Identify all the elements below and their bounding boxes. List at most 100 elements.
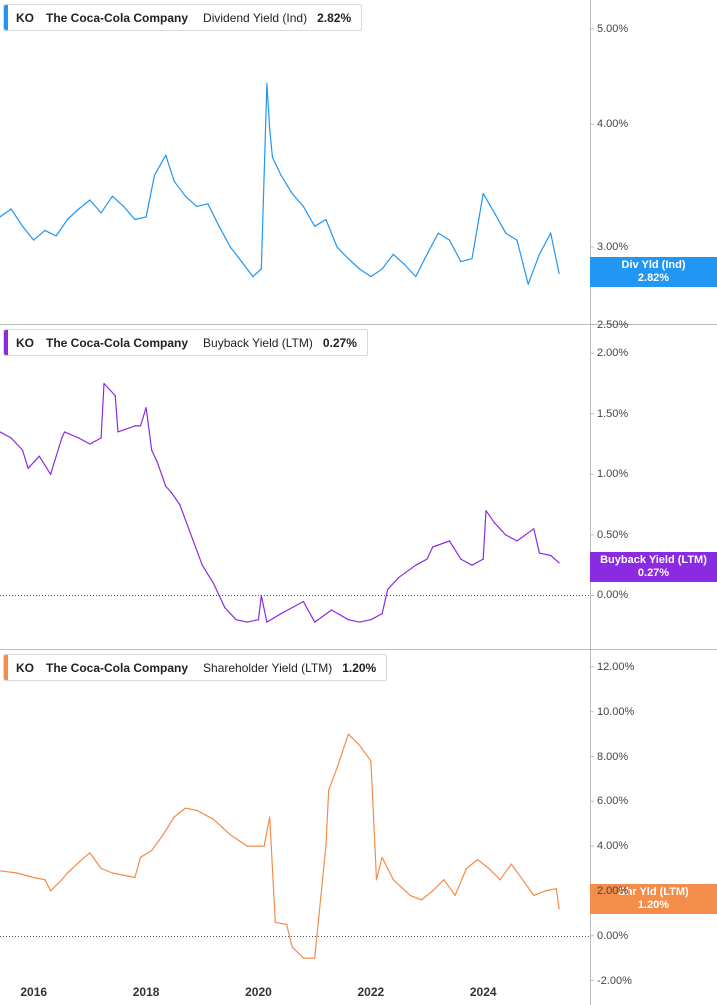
- data-point: [212, 582, 215, 584]
- data-point: [409, 894, 411, 897]
- data-point: [89, 852, 91, 854]
- data-point: [156, 461, 158, 463]
- legend-color-swatch: [4, 5, 8, 30]
- data-point: [527, 283, 529, 285]
- data-point: [100, 437, 102, 439]
- data-point: [558, 272, 560, 275]
- data-point: [263, 845, 265, 847]
- data-point: [229, 834, 231, 836]
- data-point: [381, 268, 383, 270]
- data-point: [117, 431, 119, 433]
- data-point: [302, 957, 305, 959]
- data-point: [0, 431, 1, 433]
- data-point: [493, 212, 496, 214]
- data-point: [21, 449, 24, 451]
- data-point: [212, 818, 215, 820]
- data-point: [314, 621, 316, 623]
- data-point: [78, 208, 80, 210]
- data-point: [103, 382, 105, 385]
- data-point: [482, 193, 484, 195]
- data-point: [266, 82, 268, 85]
- legend-ticker: KO: [16, 660, 34, 675]
- data-point: [398, 576, 400, 578]
- badge-value: 2.82%: [637, 272, 670, 284]
- data-point: [83, 856, 85, 858]
- x-tick-label: 2024: [469, 985, 497, 999]
- legend-company: The Coca-Cola Company: [46, 10, 189, 25]
- data-point: [0, 216, 1, 218]
- data-point: [33, 876, 35, 879]
- data-point: [16, 872, 18, 874]
- shareholder-yield-badge: Shr Yld (LTM) 1.20%: [590, 884, 717, 914]
- data-point: [165, 154, 167, 156]
- data-point: [302, 600, 305, 603]
- data-point: [347, 619, 349, 621]
- data-point: [521, 879, 524, 881]
- data-point: [420, 899, 423, 901]
- data-point: [151, 449, 153, 451]
- data-point: [443, 879, 445, 881]
- data-point: [145, 407, 147, 409]
- data-point: [482, 558, 484, 560]
- y-tick-label: -2.00%: [597, 974, 632, 987]
- legend-color-swatch: [4, 655, 8, 680]
- dividend-yield-legend: KO The Coca-Cola Company Dividend Yield …: [3, 4, 363, 31]
- data-point: [66, 218, 69, 221]
- data-point: [179, 504, 181, 506]
- data-point: [33, 239, 35, 241]
- series-line: [0, 733, 560, 959]
- data-point: [516, 239, 518, 241]
- data-point: [291, 946, 293, 948]
- data-point: [375, 879, 378, 881]
- y-tick-label: 12.00%: [597, 660, 635, 673]
- data-point: [538, 552, 541, 554]
- y-tick-label: 2.50%: [597, 319, 629, 331]
- legend-value: 1.20%: [342, 660, 377, 675]
- data-point: [241, 260, 243, 263]
- x-tick-label: 2018: [132, 985, 160, 999]
- data-point: [100, 867, 102, 870]
- buyback-yield-chart: [0, 325, 717, 650]
- data-point: [184, 195, 187, 197]
- data-point: [114, 394, 116, 397]
- data-point: [415, 275, 417, 278]
- y-tick-label: 0.50%: [597, 528, 629, 541]
- buyback-yield-legend: KO The Coca-Cola Company Buyback Yield (…: [3, 329, 368, 356]
- buyback-yield-badge: Buyback Yield (LTM) 0.27%: [590, 552, 717, 582]
- data-point: [55, 235, 57, 237]
- data-point: [314, 225, 316, 227]
- data-point: [269, 128, 271, 131]
- data-point: [38, 455, 40, 457]
- data-point: [246, 845, 248, 847]
- data-point: [153, 174, 156, 176]
- data-point: [550, 232, 552, 234]
- data-point: [465, 867, 467, 870]
- data-point: [330, 609, 333, 611]
- y-tick-label: 1.50%: [597, 407, 629, 420]
- data-point: [437, 232, 439, 234]
- data-point: [336, 246, 338, 248]
- data-point: [291, 606, 293, 609]
- data-point: [49, 473, 52, 475]
- badge-value: 1.20%: [637, 899, 670, 911]
- legend-metric: Buyback Yield (LTM): [203, 335, 313, 350]
- data-point: [426, 253, 428, 255]
- series-line: [0, 82, 560, 285]
- data-point: [173, 816, 175, 818]
- data-point: [533, 528, 535, 530]
- y-tick-label: 0.00%: [597, 589, 629, 602]
- data-point: [235, 619, 237, 621]
- data-point: [387, 867, 389, 870]
- data-point: [229, 246, 231, 248]
- data-point: [173, 180, 175, 182]
- data-point: [485, 510, 487, 512]
- data-point: [558, 562, 560, 564]
- buyback-yield-panel: KO The Coca-Cola Company Buyback Yield (…: [0, 325, 717, 650]
- data-point: [61, 879, 63, 881]
- data-point: [555, 888, 557, 890]
- data-point: [454, 894, 456, 897]
- x-tick-label: 2022: [357, 985, 385, 999]
- legend-company: The Coca-Cola Company: [46, 660, 189, 675]
- data-point: [381, 856, 383, 858]
- data-point: [347, 733, 349, 735]
